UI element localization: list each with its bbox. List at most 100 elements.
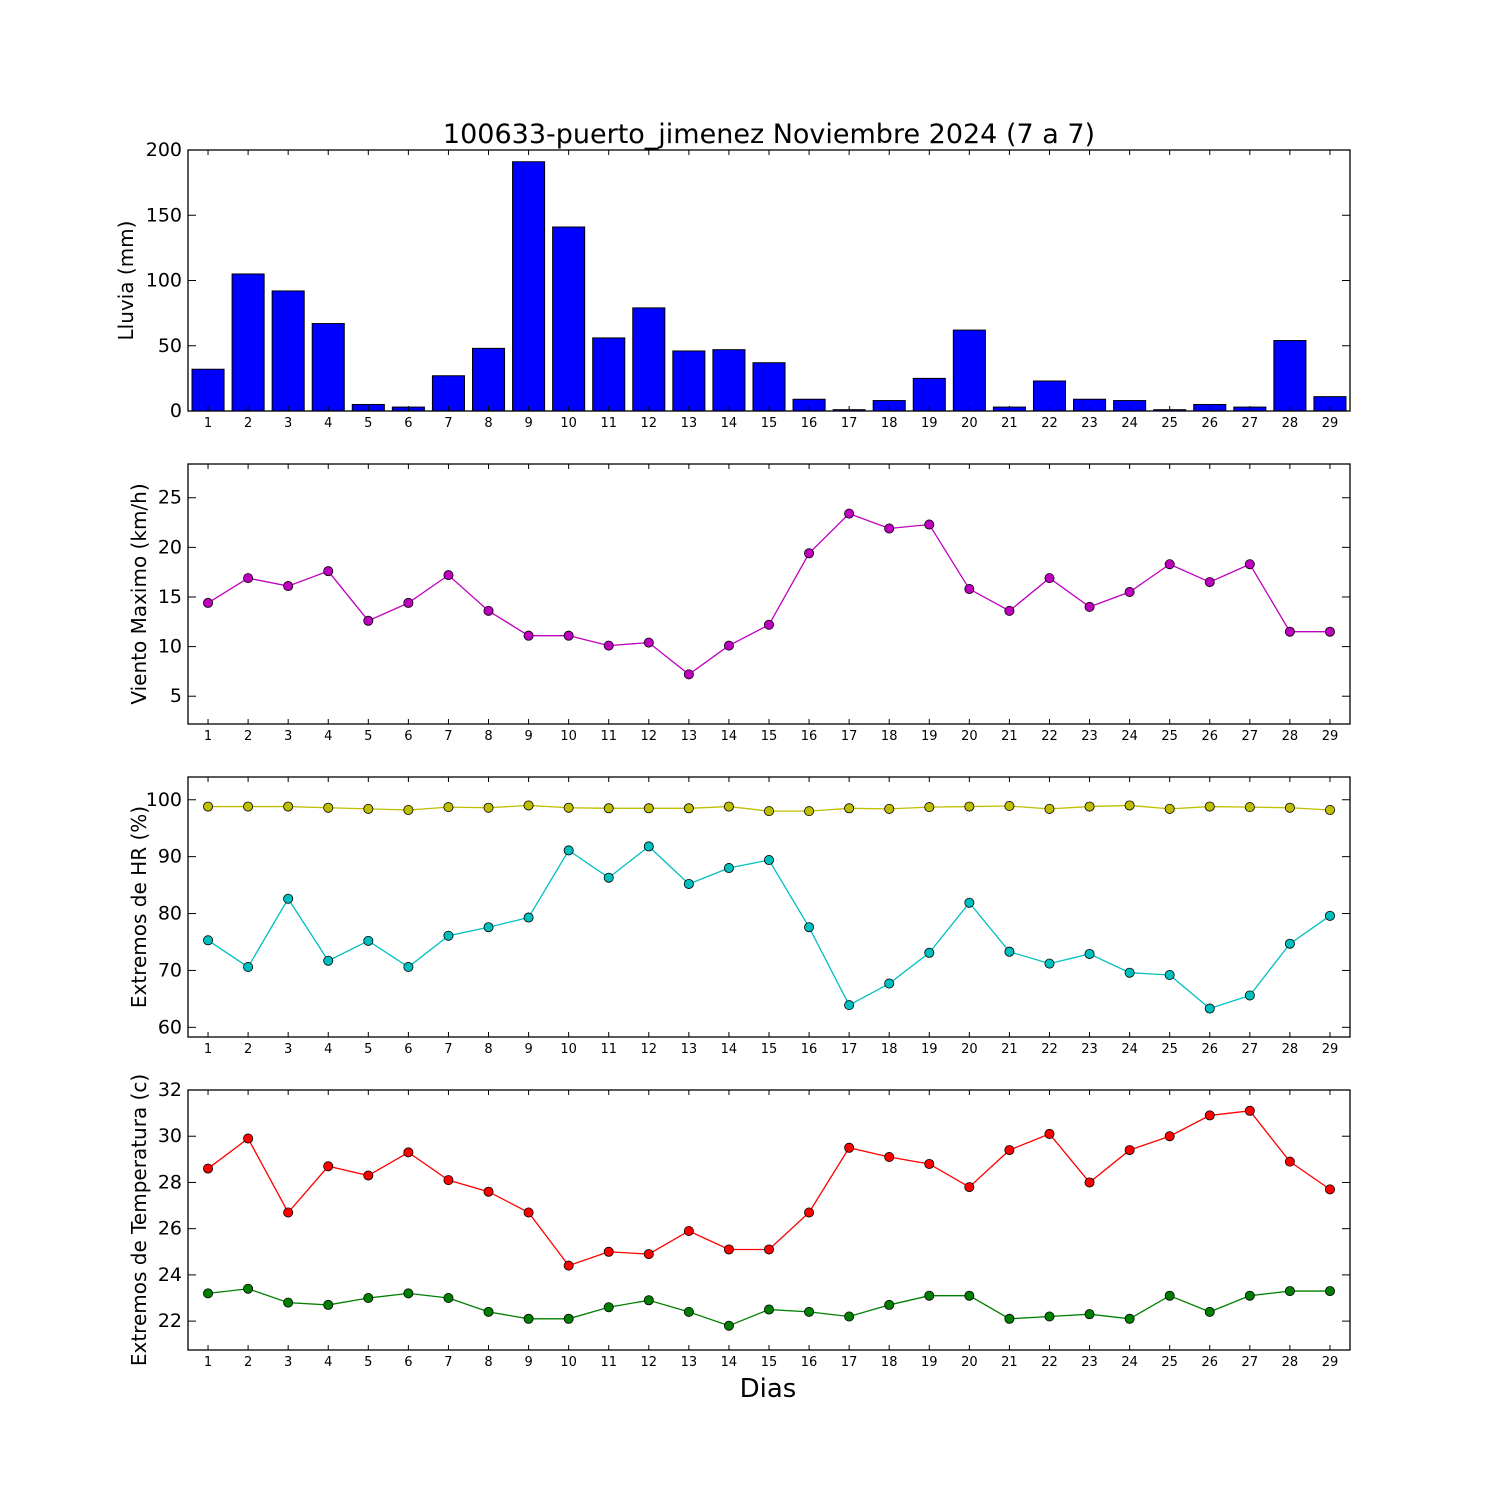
x-tick-label-0-19: 19	[921, 416, 938, 431]
x-tick-label-0-27: 27	[1242, 416, 1259, 431]
data-point-3-1-18	[884, 1299, 895, 1310]
data-point-2-0-29	[1324, 805, 1335, 816]
x-tick-label-0-7: 7	[444, 416, 452, 431]
rain-bar-1	[191, 368, 225, 412]
data-point-2-1-13	[683, 878, 694, 889]
data-point-2-0-4	[323, 802, 334, 813]
x-tick-label-3-5: 5	[364, 1355, 372, 1370]
x-tick-label-0-29: 29	[1322, 416, 1339, 431]
data-point-3-0-17	[844, 1142, 855, 1153]
x-tick-label-3-1: 1	[204, 1355, 212, 1370]
data-point-3-0-15	[764, 1244, 775, 1255]
x-tick-label-2-25: 25	[1161, 1042, 1178, 1057]
x-tick-label-1-26: 26	[1201, 729, 1218, 744]
rain-bar-8	[471, 347, 506, 412]
data-point-3-0-14	[723, 1244, 734, 1255]
data-point-3-1-27	[1244, 1290, 1255, 1301]
data-point-3-0-19	[924, 1158, 935, 1169]
data-point-2-0-11	[603, 803, 614, 814]
x-tick-label-2-7: 7	[444, 1042, 452, 1057]
data-point-2-0-6	[403, 805, 414, 816]
data-point-3-0-9	[523, 1207, 534, 1218]
x-tick-label-2-11: 11	[600, 1042, 617, 1057]
x-tick-label-0-21: 21	[1001, 416, 1018, 431]
x-tick-label-0-15: 15	[761, 416, 778, 431]
data-point-3-1-7	[443, 1293, 454, 1304]
x-tick-label-1-1: 1	[204, 729, 212, 744]
x-tick-label-3-18: 18	[881, 1355, 898, 1370]
data-point-3-0-6	[403, 1147, 414, 1158]
y-axis-label-1: Viento Maximo (km/h)	[127, 483, 151, 704]
x-tick-label-3-4: 4	[324, 1355, 332, 1370]
x-tick-label-1-10: 10	[560, 729, 577, 744]
x-tick-label-2-4: 4	[324, 1042, 332, 1057]
x-tick-label-0-24: 24	[1121, 416, 1138, 431]
x-tick-label-1-25: 25	[1161, 729, 1178, 744]
data-point-2-1-20	[964, 897, 975, 908]
x-tick-label-2-24: 24	[1121, 1042, 1138, 1057]
data-point-2-0-8	[483, 802, 494, 813]
data-point-1-0-19	[924, 519, 935, 530]
data-point-2-0-16	[804, 806, 815, 817]
x-tick-label-1-13: 13	[681, 729, 698, 744]
data-point-1-0-13	[683, 669, 694, 680]
x-tick-label-2-22: 22	[1041, 1042, 1058, 1057]
x-tick-label-2-13: 13	[681, 1042, 698, 1057]
y-tick-label-0-50: 50	[158, 335, 182, 357]
x-tick-label-3-23: 23	[1081, 1355, 1098, 1370]
data-point-1-0-10	[563, 630, 574, 641]
x-tick-label-1-9: 9	[524, 729, 532, 744]
data-point-1-0-15	[764, 619, 775, 630]
x-tick-label-1-15: 15	[761, 729, 778, 744]
data-point-3-1-9	[523, 1313, 534, 1324]
data-point-3-1-12	[643, 1295, 654, 1306]
data-point-3-1-19	[924, 1290, 935, 1301]
data-point-3-1-8	[483, 1306, 494, 1317]
x-tick-label-0-28: 28	[1282, 416, 1299, 431]
x-tick-label-1-2: 2	[244, 729, 252, 744]
data-point-1-0-12	[643, 637, 654, 648]
x-tick-label-3-17: 17	[841, 1355, 858, 1370]
y-axis-label-0: Lluvia (mm)	[114, 221, 138, 341]
x-tick-label-0-12: 12	[641, 416, 658, 431]
data-point-1-0-20	[964, 584, 975, 595]
y-tick-label-1-15: 15	[158, 586, 182, 608]
plot-frame-1	[187, 463, 1351, 725]
data-point-3-1-3	[283, 1297, 294, 1308]
data-point-2-1-10	[563, 845, 574, 856]
data-point-2-1-11	[603, 872, 614, 883]
y-tick-label-3-30: 30	[158, 1125, 182, 1147]
data-point-3-1-20	[964, 1290, 975, 1301]
x-tick-label-3-25: 25	[1161, 1355, 1178, 1370]
y-tick-label-3-26: 26	[158, 1218, 182, 1240]
data-point-3-1-28	[1284, 1286, 1295, 1297]
x-tick-label-3-9: 9	[524, 1355, 532, 1370]
x-tick-label-0-13: 13	[681, 416, 698, 431]
x-tick-label-1-11: 11	[600, 729, 617, 744]
rain-bar-14	[712, 349, 746, 412]
rain-bar-13	[672, 350, 706, 412]
x-tick-label-0-16: 16	[801, 416, 818, 431]
x-tick-label-0-18: 18	[881, 416, 898, 431]
data-point-2-1-19	[924, 947, 935, 958]
x-tick-label-1-29: 29	[1322, 729, 1339, 744]
x-tick-label-0-22: 22	[1041, 416, 1058, 431]
data-point-1-0-27	[1244, 559, 1255, 570]
y-tick-label-0-100: 100	[146, 270, 182, 292]
data-point-2-1-21	[1004, 946, 1015, 957]
data-point-2-0-28	[1284, 802, 1295, 813]
data-point-3-0-16	[804, 1207, 815, 1218]
x-tick-label-0-9: 9	[524, 416, 532, 431]
x-tick-label-3-27: 27	[1242, 1355, 1259, 1370]
data-point-3-0-10	[563, 1260, 574, 1271]
x-tick-label-3-28: 28	[1282, 1355, 1299, 1370]
data-point-3-1-16	[804, 1306, 815, 1317]
x-tick-label-3-15: 15	[761, 1355, 778, 1370]
data-point-2-0-2	[243, 801, 254, 812]
x-tick-label-1-16: 16	[801, 729, 818, 744]
data-point-2-1-26	[1204, 1003, 1215, 1014]
data-point-1-0-4	[323, 566, 334, 577]
series-line-1-0	[207, 512, 1330, 676]
data-point-3-0-20	[964, 1182, 975, 1193]
x-tick-label-2-14: 14	[721, 1042, 738, 1057]
